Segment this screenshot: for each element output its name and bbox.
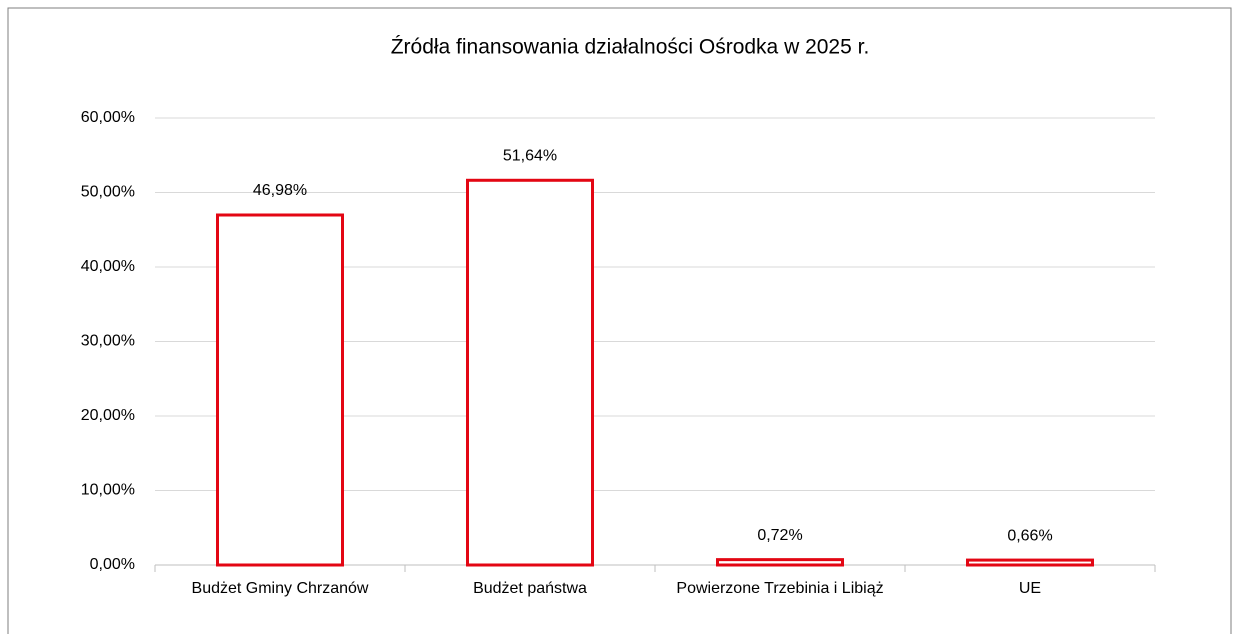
data-label: 0,72% bbox=[757, 527, 802, 544]
y-tick-label: 50,00% bbox=[81, 184, 135, 201]
x-tick-label: Budżet Gminy Chrzanów bbox=[191, 580, 369, 597]
y-tick-label: 10,00% bbox=[81, 482, 135, 499]
y-tick-label: 60,00% bbox=[81, 109, 135, 126]
data-label: 51,64% bbox=[503, 148, 557, 165]
y-tick-label: 0,00% bbox=[90, 556, 135, 573]
chart-border bbox=[7, 7, 1232, 634]
data-label: 46,98% bbox=[253, 182, 307, 199]
bar bbox=[216, 213, 344, 567]
data-label: 0,66% bbox=[1007, 527, 1052, 544]
y-tick-label: 20,00% bbox=[81, 407, 135, 424]
x-tick-label: UE bbox=[1018, 580, 1042, 597]
chart-title: Źródła finansowania działalności Ośrodka… bbox=[391, 36, 870, 59]
bar bbox=[716, 558, 844, 567]
y-tick-label: 30,00% bbox=[81, 333, 135, 350]
x-tick-label: Powierzone Trzebinia i Libiąż bbox=[676, 580, 884, 597]
bar bbox=[966, 558, 1094, 567]
bar bbox=[466, 178, 594, 567]
x-tick-label: Budżet państwa bbox=[473, 580, 587, 597]
y-tick-label: 40,00% bbox=[81, 258, 135, 275]
